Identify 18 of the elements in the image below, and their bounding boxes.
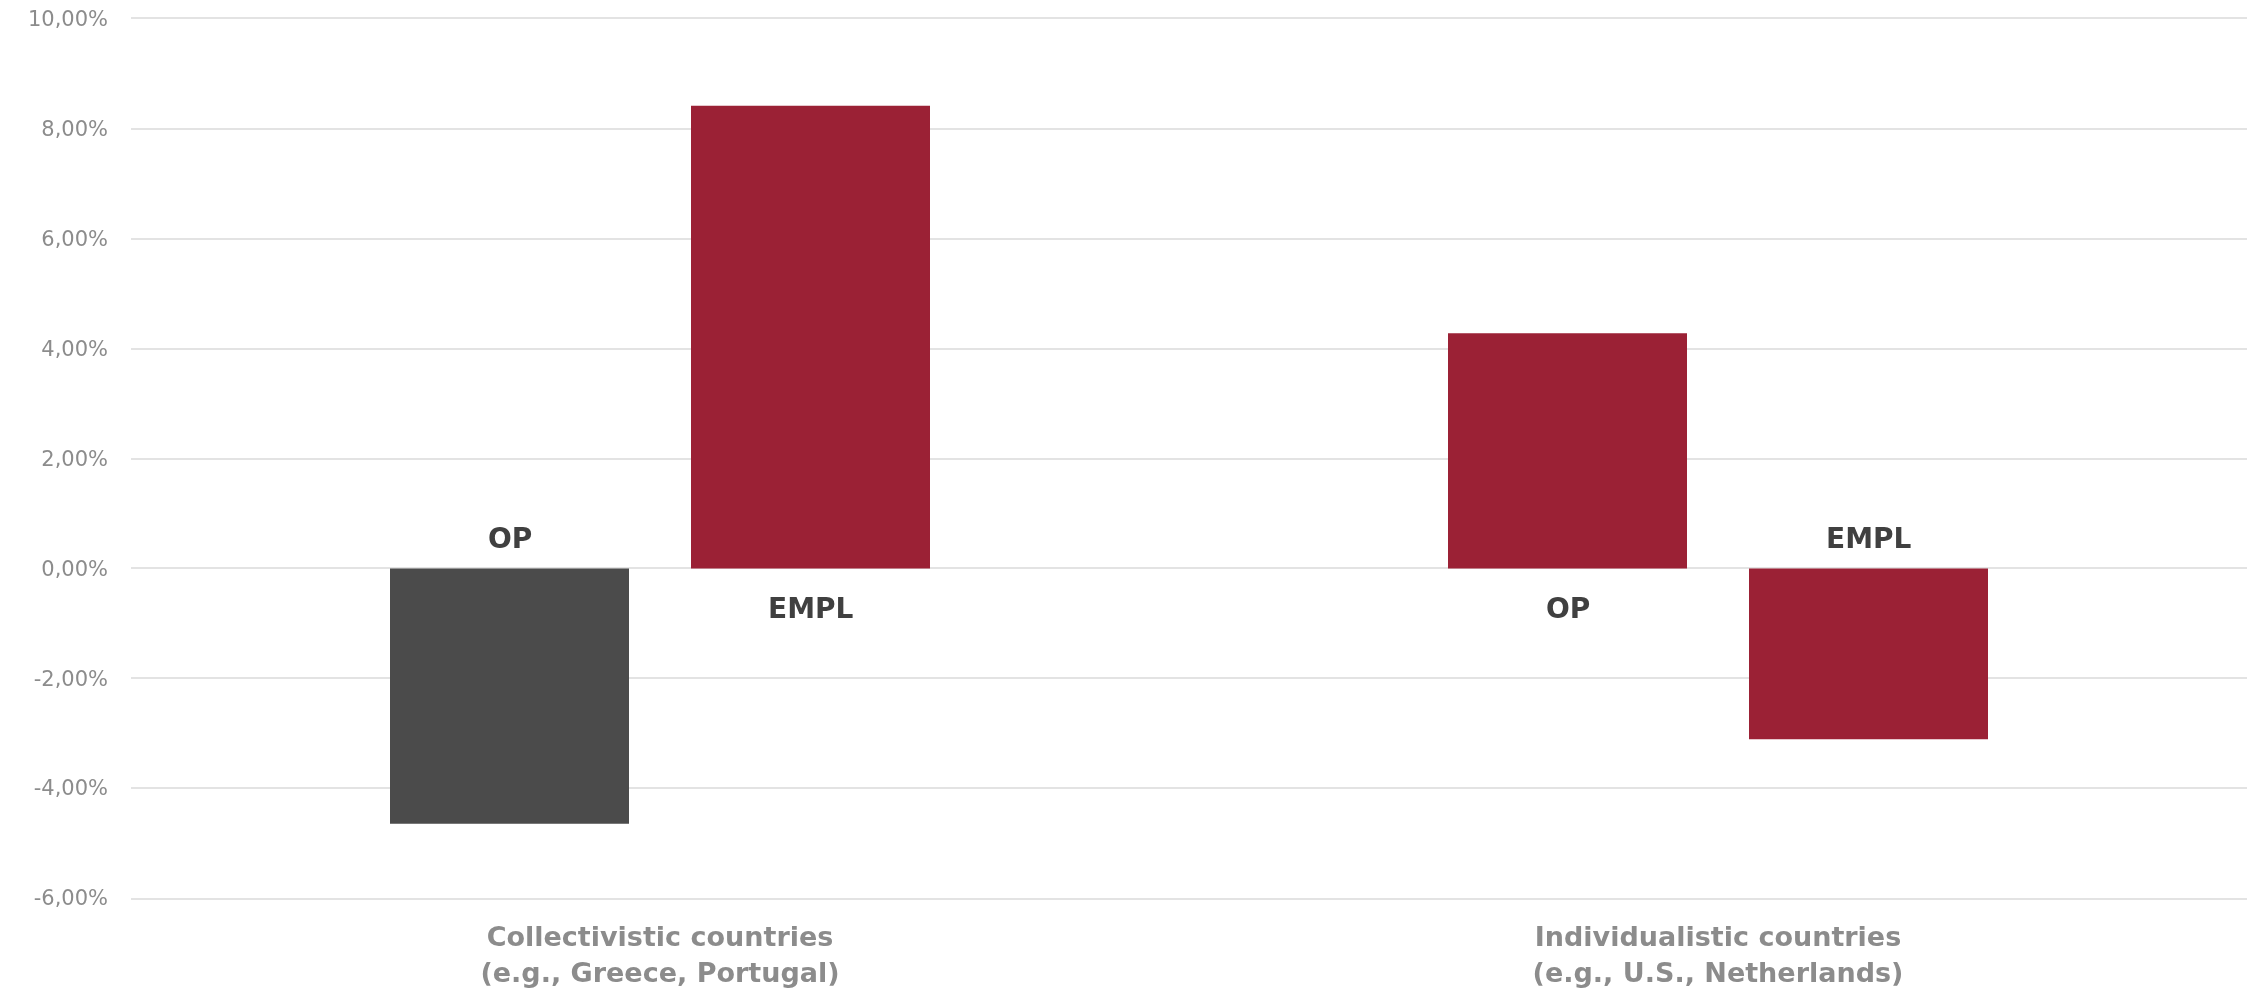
- bar: [1749, 568, 1988, 740]
- series-label: EMPL: [1826, 522, 1912, 555]
- series-label: OP: [488, 522, 533, 555]
- text: EMPL: [768, 592, 854, 625]
- y-tick-label: -6,00%: [33, 886, 108, 911]
- y-tick-label: 10,00%: [27, 7, 108, 32]
- y-tick-label: -2,00%: [33, 666, 108, 691]
- y-tick-label: 8,00%: [41, 117, 108, 142]
- bar: [691, 105, 930, 569]
- y-tick-label: 4,00%: [41, 336, 108, 361]
- text: OP: [1546, 592, 1591, 625]
- y-tick-label: -4,00%: [33, 776, 108, 801]
- x-tick-label: Individualistic countries (e.g., U.S., Netherlands): [1532, 921, 1904, 988]
- y-tick-label: 6,00%: [41, 227, 108, 252]
- bar: [390, 568, 629, 824]
- y-tick-label: 2,00%: [41, 446, 108, 471]
- y-tick-label: 0,00%: [41, 556, 108, 581]
- x-tick-label: Collectivistic countries (e.g., Greece, Portugal): [480, 921, 840, 988]
